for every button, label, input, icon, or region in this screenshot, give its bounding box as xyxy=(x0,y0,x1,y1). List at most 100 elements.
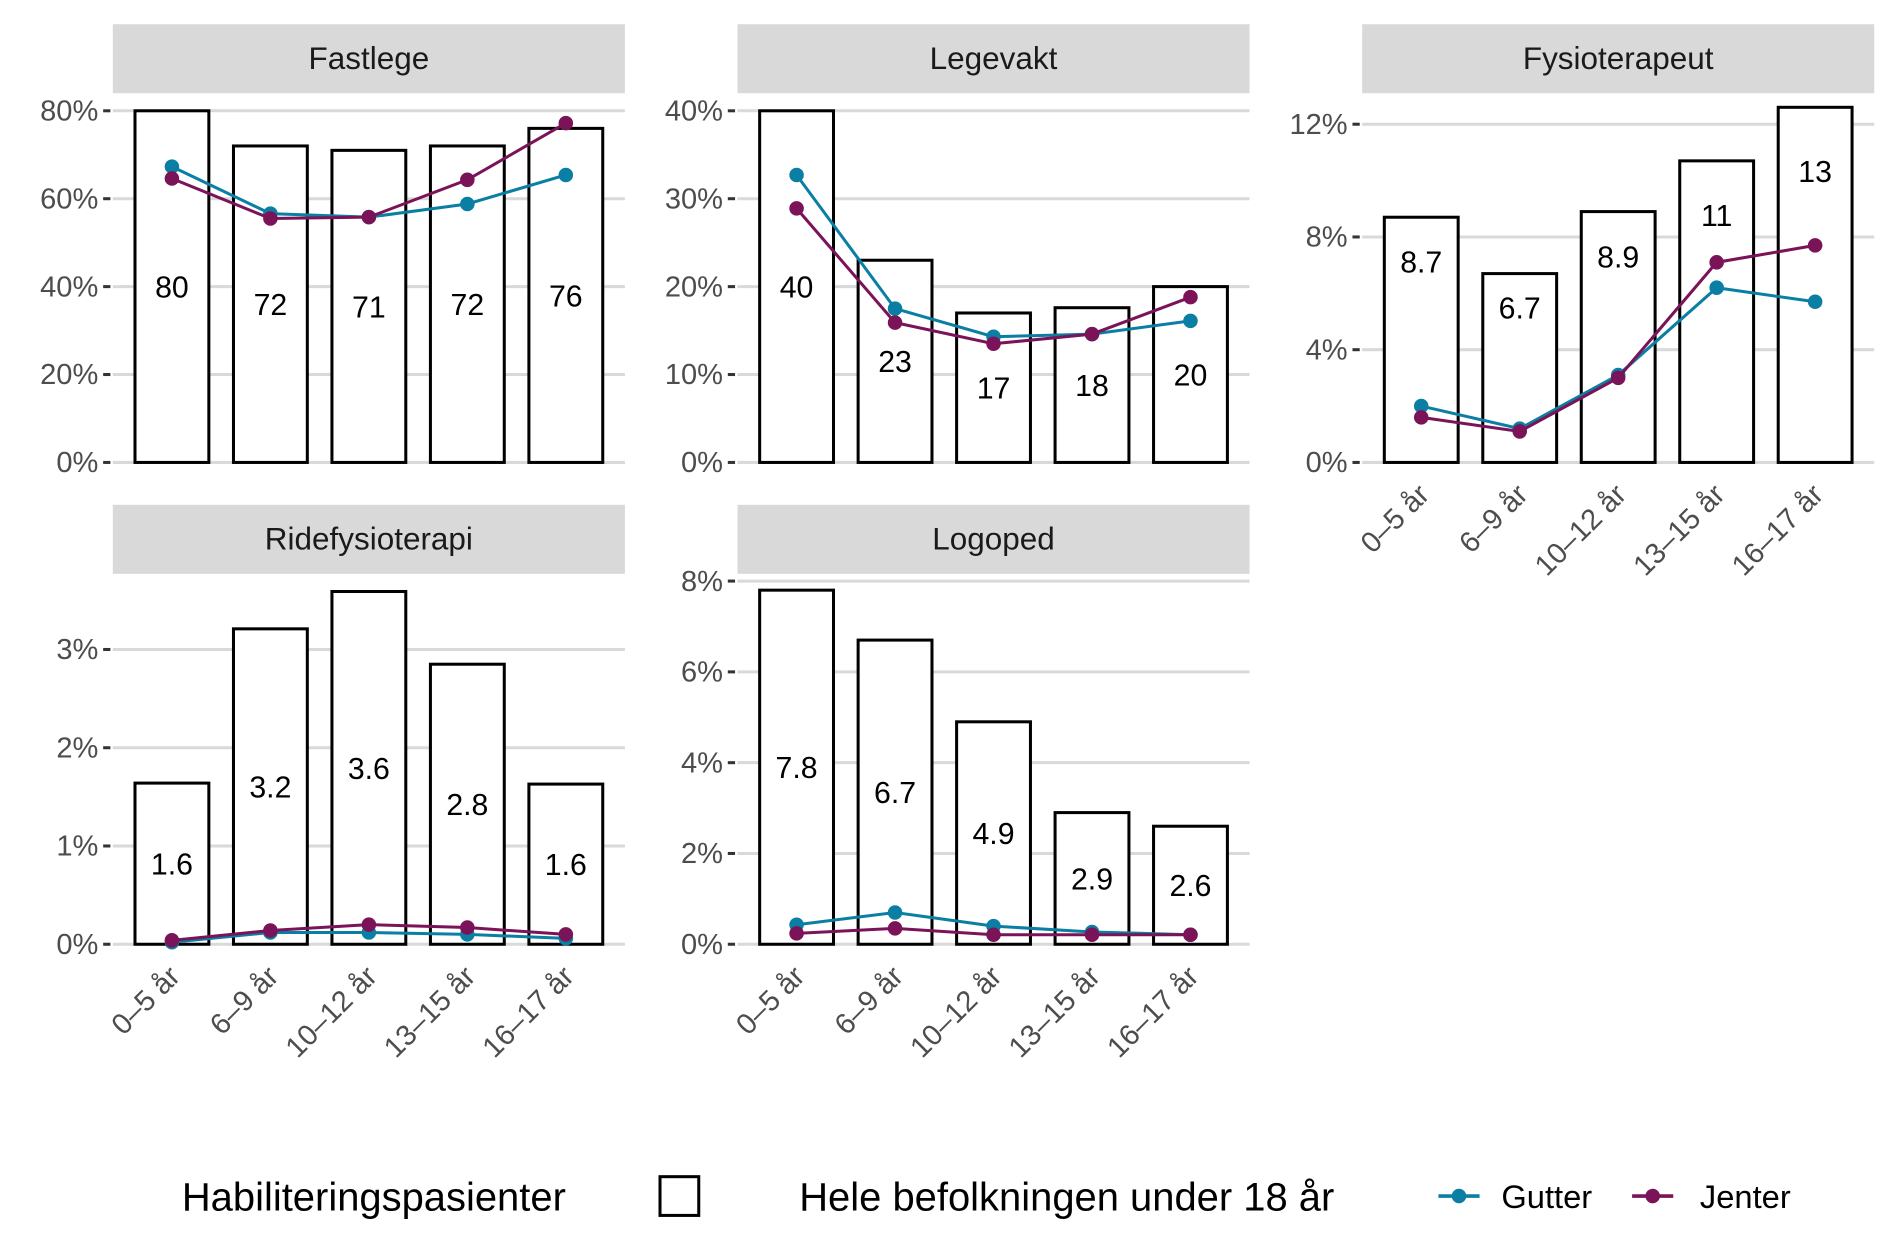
bar-label: 18 xyxy=(1075,370,1109,403)
bar-label: 11 xyxy=(1701,200,1732,233)
x-tick-label: 13–15 år xyxy=(1003,960,1107,1064)
bar-label: 2.8 xyxy=(446,789,488,822)
bar-label: 80 xyxy=(155,272,189,305)
legend-jenter-point xyxy=(1645,1188,1660,1204)
bar xyxy=(758,588,836,946)
strip-title: Ridefysioterapi xyxy=(265,522,473,557)
panel-ridefysioterapi: Ridefysioterapi 0% 1% 2% 3% 1.6 3.2 3.6 2.8 1.6 0–… xyxy=(56,504,625,1064)
x-tick-label: 6–9 år xyxy=(829,960,910,1041)
bar-label: 8.7 xyxy=(1400,246,1442,279)
y-tick-label: 3% xyxy=(56,634,98,666)
point-jenter xyxy=(789,201,804,216)
point-jenter xyxy=(558,115,574,131)
point-jenter xyxy=(460,172,475,188)
strip xyxy=(112,24,625,94)
panel-legevakt: Legevakt 0% 10% 20% 30% 40% 40 23 17 18 20 xyxy=(665,24,1250,479)
point-jenter xyxy=(1709,255,1724,270)
point-jenter xyxy=(361,209,377,225)
bar-label: 2.6 xyxy=(1169,870,1211,903)
x-tick-label: 10–12 år xyxy=(280,960,384,1064)
x-tick-label: 0–5 år xyxy=(730,960,811,1041)
strip xyxy=(737,24,1250,94)
y-tick-label: 40% xyxy=(665,95,723,127)
y-tick-label: 0% xyxy=(681,929,723,961)
y-tick-label: 4% xyxy=(681,747,723,779)
bar xyxy=(330,148,408,464)
y-tick-label: 12% xyxy=(1289,109,1347,141)
point-jenter xyxy=(1084,927,1100,942)
bar xyxy=(231,627,309,946)
legend-gutter-label: Gutter xyxy=(1501,1178,1592,1215)
bar-label: 23 xyxy=(878,346,912,379)
bar-label: 8.9 xyxy=(1597,242,1639,275)
x-tick-label: 0–5 år xyxy=(1355,478,1436,559)
strip-title: Legevakt xyxy=(930,41,1058,76)
point-jenter xyxy=(789,926,804,941)
bar xyxy=(1678,159,1756,464)
bar xyxy=(527,782,605,946)
panel-logoped: Logoped 0% 2% 4% 6% 8% 7.8 6.7 4.9 2.9 2.6 0–5 år 6–… xyxy=(681,504,1250,1064)
strip xyxy=(1362,24,1875,94)
x-tick-label: 0–5 år xyxy=(106,960,187,1041)
point-gutter xyxy=(887,301,903,316)
bar-label: 6.7 xyxy=(1499,292,1541,325)
bar-label: 2.9 xyxy=(1071,863,1113,896)
panel-fastlege: Fastlege 0% 20% 40% 60% 80% 80 72 71 72 76 xyxy=(40,24,625,479)
strip-title: Logoped xyxy=(932,522,1055,557)
y-tick-label: 6% xyxy=(681,657,723,689)
point-gutter xyxy=(887,905,903,920)
bar xyxy=(428,662,506,946)
point-jenter xyxy=(1610,370,1626,386)
point-jenter xyxy=(263,211,278,226)
legend-bar-key xyxy=(658,1175,701,1217)
y-tick-label: 8% xyxy=(1306,222,1348,254)
point-gutter xyxy=(1183,313,1198,329)
x-tick-label: 16–17 år xyxy=(1101,960,1205,1064)
point-gutter xyxy=(1709,280,1724,295)
point-jenter xyxy=(558,927,574,942)
bar-label: 20 xyxy=(1174,359,1208,392)
y-tick-label: 20% xyxy=(665,271,723,303)
bar xyxy=(527,126,605,464)
y-tick-label: 8% xyxy=(681,566,723,598)
x-tick-label: 10–12 år xyxy=(904,960,1008,1064)
point-gutter xyxy=(1807,294,1823,310)
bar xyxy=(133,781,211,946)
bar-label: 1.6 xyxy=(545,849,587,882)
y-tick-label: 0% xyxy=(56,447,98,479)
y-tick-label: 1% xyxy=(56,831,98,863)
bar xyxy=(1776,105,1854,464)
bar-label: 1.6 xyxy=(151,849,193,882)
legend-bar-title: Habiliteringspasienter xyxy=(182,1176,566,1220)
point-jenter xyxy=(164,171,180,186)
x-tick-label: 13–15 år xyxy=(1628,478,1732,582)
legend-jenter-label: Jenter xyxy=(1700,1178,1791,1215)
x-tick-label: 6–9 år xyxy=(204,960,285,1041)
x-tick-label: 13–15 år xyxy=(378,960,482,1064)
point-gutter xyxy=(558,167,574,183)
y-tick-label: 80% xyxy=(40,95,98,127)
bar-label: 6.7 xyxy=(874,777,916,810)
point-jenter xyxy=(361,917,377,932)
strip xyxy=(112,504,625,574)
point-gutter xyxy=(460,196,475,212)
y-tick-label: 0% xyxy=(681,447,723,479)
point-jenter xyxy=(887,921,903,936)
y-tick-label: 2% xyxy=(681,838,723,870)
point-jenter xyxy=(1413,410,1429,425)
strip xyxy=(737,504,1250,574)
x-tick-label: 6–9 år xyxy=(1453,478,1534,559)
point-jenter xyxy=(460,920,475,935)
legend-line-title: Hele befolkningen under 18 år xyxy=(799,1176,1334,1220)
x-tick-label: 10–12 år xyxy=(1529,478,1633,582)
point-jenter xyxy=(986,927,1001,942)
point-gutter xyxy=(1413,398,1429,414)
y-tick-label: 40% xyxy=(40,271,98,303)
panels: Fastlege 0% 20% 40% 60% 80% 80 72 71 72 76 Legevakt… xyxy=(40,24,1875,1064)
bar-label: 40 xyxy=(780,272,814,305)
bar xyxy=(955,720,1032,946)
bar xyxy=(1053,811,1131,946)
bar-label: 3.6 xyxy=(348,753,390,786)
point-jenter xyxy=(1807,238,1823,253)
bar-label: 72 xyxy=(451,289,485,322)
